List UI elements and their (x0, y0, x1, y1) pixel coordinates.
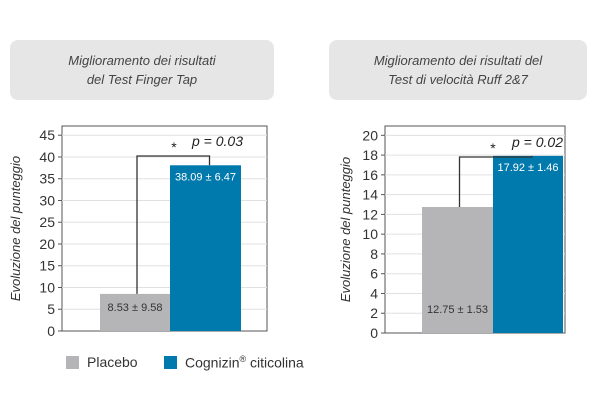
chart-title-finger-tap: Miglioramento dei risultati del Test Fin… (10, 40, 274, 100)
y-axis-label: Evoluzione del punteggio (8, 156, 23, 301)
chart-title-line2: del Test Finger Tap (86, 72, 198, 87)
y-tick-label: 10 (39, 279, 55, 295)
y-tick-label: 15 (39, 258, 55, 274)
chart-title-line1: Miglioramento dei risultati (68, 53, 216, 68)
y-tick-label: 18 (362, 147, 378, 163)
bar-cognizin (493, 155, 563, 333)
significance-star: * (171, 139, 177, 155)
chart-title-line2: Test di velocità Ruff 2&7 (388, 72, 528, 87)
y-tick-label: 4 (370, 285, 378, 301)
p-value-label: p = 0.02 (511, 134, 563, 150)
y-tick-label: 40 (39, 149, 55, 165)
significance-bracket (458, 155, 533, 207)
bar-cognizin (170, 165, 241, 331)
legend-label-cognizin: Cognizin® citicolina (185, 353, 304, 371)
legend-swatch-cognizin (164, 355, 177, 369)
data-label: 38.09 ± 6.47 (175, 171, 236, 183)
y-tick-label: 8 (370, 246, 378, 262)
y-tick-label: 0 (47, 323, 55, 339)
significance-star: * (490, 140, 496, 156)
chart-title-ruff: Miglioramento dei risultati del Test di … (329, 40, 587, 100)
y-tick-label: 2 (370, 305, 378, 321)
y-tick-label: 25 (39, 214, 55, 230)
y-tick-label: 35 (39, 171, 55, 187)
y-tick-label: 45 (39, 127, 55, 143)
legend-label-placebo: Placebo (87, 354, 138, 370)
y-axis-label: Evoluzione del punteggio (338, 157, 353, 302)
y-tick-label: 12 (362, 206, 378, 222)
y-tick-label: 5 (47, 301, 55, 317)
y-tick-label: 6 (370, 266, 378, 282)
legend-item-placebo: Placebo (66, 352, 138, 372)
bar-placebo (422, 206, 493, 333)
data-label: 12.75 ± 1.53 (427, 304, 488, 316)
y-tick-label: 20 (39, 236, 55, 252)
y-tick-label: 16 (362, 167, 378, 183)
p-value-label: p = 0.03 (191, 133, 243, 149)
y-tick-label: 10 (362, 226, 378, 242)
y-tick-label: 14 (362, 187, 378, 203)
bar-placebo (100, 293, 170, 331)
y-tick-label: 0 (370, 325, 378, 341)
y-tick-label: 20 (362, 127, 378, 143)
chart-title-line1: Miglioramento dei risultati del (373, 53, 543, 68)
legend-item-cognizin: Cognizin® citicolina (164, 352, 304, 372)
legend-swatch-placebo (66, 355, 79, 369)
data-label: 8.53 ± 9.58 (108, 302, 163, 314)
y-tick-label: 30 (39, 192, 55, 208)
significance-bracket (136, 155, 211, 294)
data-label: 17.92 ± 1.46 (497, 162, 558, 174)
